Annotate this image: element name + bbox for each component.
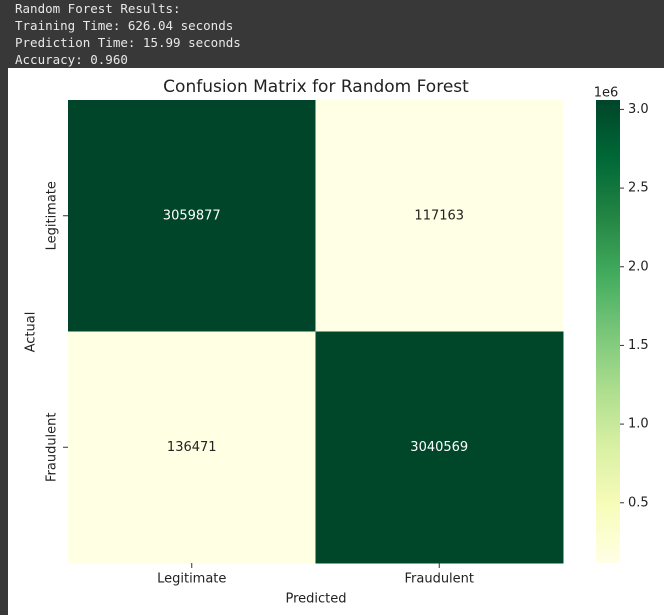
heatmap-cell (68, 331, 316, 564)
colorbar-tick-label: 2.0 (628, 259, 649, 274)
heatmap-cell (315, 100, 564, 332)
colorbar-offset-label: 1e6 (594, 86, 619, 101)
y-axis-label: Actual (24, 312, 39, 353)
x-axis-label: Predicted (285, 592, 346, 607)
cell-label: 3059877 (163, 208, 221, 223)
chart-title: Confusion Matrix for Random Forest (163, 77, 469, 97)
heatmap-cell (315, 331, 564, 564)
x-tick-label: Legitimate (157, 572, 226, 587)
console-output: Random Forest Results: Training Time: 626… (15, 0, 241, 68)
x-tick-label: Fraudulent (404, 572, 474, 587)
y-tick-label: Fraudulent (45, 412, 60, 482)
colorbar (596, 100, 620, 563)
colorbar-tick-label: 3.0 (628, 102, 649, 117)
console-line: Prediction Time: 15.99 seconds (15, 35, 241, 50)
console-line: Accuracy: 0.960 (15, 52, 128, 67)
console-line: Training Time: 626.04 seconds (15, 18, 234, 33)
cell-label: 136471 (167, 440, 217, 455)
heatmap-cell (68, 100, 316, 332)
colorbar-tick-label: 1.0 (628, 417, 649, 432)
colorbar-tick-label: 1.5 (628, 338, 649, 353)
console-line: Random Forest Results: (15, 1, 181, 16)
cell-label: 3040569 (410, 440, 468, 455)
colorbar-tick-label: 0.5 (628, 495, 649, 510)
y-tick-label: Legitimate (45, 181, 60, 250)
colorbar-tick-label: 2.5 (628, 181, 649, 196)
cell-label: 117163 (414, 208, 464, 223)
